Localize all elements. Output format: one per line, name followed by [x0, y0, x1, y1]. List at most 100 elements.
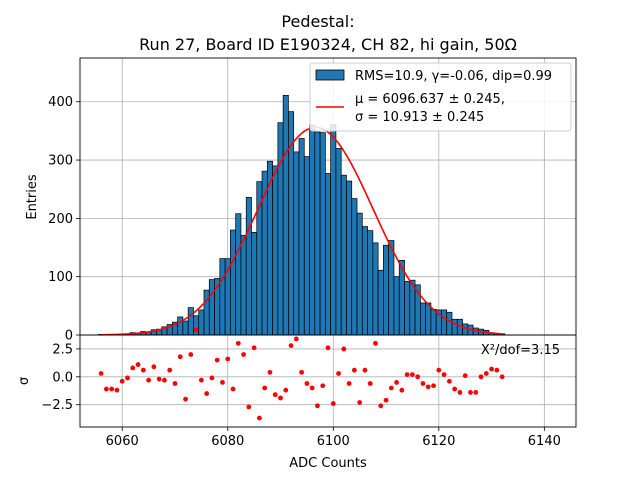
- histogram-bar: [372, 242, 379, 336]
- x-tick-label: 6140: [528, 434, 561, 449]
- residual-point: [304, 381, 310, 386]
- histogram-bar: [251, 232, 258, 336]
- main-y-tick-label: 200: [48, 212, 73, 227]
- residual-point: [394, 379, 399, 385]
- main-y-tick-label: 0: [65, 329, 73, 344]
- residual-point: [452, 386, 458, 392]
- histogram-bar: [208, 279, 215, 336]
- legend-fit-label-line2: σ = 10.913 ± 0.245: [355, 110, 484, 125]
- residual-point: [172, 381, 178, 386]
- histogram-bar: [319, 132, 326, 336]
- residual-point: [114, 387, 120, 393]
- residual-point: [468, 390, 473, 395]
- residual-point: [235, 340, 241, 346]
- residual-y-axis-label: σ: [17, 377, 32, 385]
- main-y-tick-label: 100: [48, 270, 73, 285]
- histogram-bar: [351, 198, 358, 336]
- histogram-bar: [282, 94, 289, 336]
- x-axis-label: ADC Counts: [289, 456, 367, 471]
- residual-point: [288, 343, 294, 348]
- residual-point: [309, 385, 315, 391]
- residual-point: [378, 403, 384, 409]
- histogram-bar: [298, 138, 305, 336]
- residual-point: [103, 386, 109, 392]
- residual-point: [315, 403, 320, 409]
- histogram-bar: [187, 307, 194, 336]
- histogram-bar: [177, 316, 184, 336]
- histogram-bar: [277, 122, 284, 336]
- chart-title: Pedestal:: [281, 12, 354, 31]
- residual-point: [246, 404, 252, 410]
- residual-point: [162, 377, 167, 383]
- main-y-axis-label: Entries: [25, 174, 40, 220]
- residual-point: [125, 375, 130, 381]
- residual-point: [320, 383, 326, 389]
- residual-point: [431, 383, 436, 389]
- gaussian-fit-curve: [101, 126, 503, 336]
- residual-point: [262, 385, 268, 391]
- histogram-bar: [293, 151, 300, 336]
- residual-point: [119, 378, 125, 384]
- residual-point: [425, 384, 431, 390]
- residual-point: [357, 400, 363, 405]
- residual-point: [220, 379, 225, 385]
- histogram-bar: [314, 131, 321, 336]
- residual-point: [98, 371, 104, 376]
- residual-point: [483, 371, 489, 376]
- histogram-bar: [340, 174, 347, 336]
- histogram-bar: [240, 234, 247, 336]
- residual-point: [257, 415, 262, 421]
- residual-point: [267, 369, 273, 375]
- residual-point: [293, 336, 299, 342]
- histogram-bar: [335, 148, 342, 336]
- residual-point: [494, 367, 500, 373]
- residual-point: [283, 387, 289, 393]
- histogram-bar: [441, 309, 448, 336]
- residual-point: [156, 376, 162, 382]
- residual-point: [140, 367, 146, 373]
- histogram-bar: [330, 124, 337, 336]
- residual-point: [341, 346, 347, 352]
- histogram-bar: [393, 276, 400, 336]
- histogram-bar: [451, 318, 458, 336]
- histogram-bar: [182, 320, 189, 336]
- histogram-bar: [230, 229, 237, 336]
- histogram-bar: [219, 258, 226, 336]
- residual-point: [278, 395, 283, 401]
- residual-point: [251, 345, 257, 351]
- residual-point: [151, 364, 157, 370]
- residual-point: [489, 366, 494, 372]
- histogram-bar: [388, 240, 395, 336]
- x-tick-label: 6120: [422, 434, 455, 449]
- residual-point: [404, 372, 410, 377]
- main-y-axis: 0 100 200 300 400: [48, 95, 80, 344]
- residual-point: [135, 362, 141, 367]
- x-tick-label: 6060: [106, 434, 139, 449]
- residual-point: [177, 354, 183, 360]
- residual-point: [272, 392, 278, 398]
- residual-point: [473, 390, 479, 395]
- legend-histogram-swatch: [315, 69, 345, 81]
- residual-point: [346, 381, 352, 386]
- histogram-bar: [356, 212, 363, 336]
- residual-y-tick-label: 2.5: [52, 342, 73, 357]
- residual-point: [499, 374, 505, 380]
- residual-point: [230, 386, 236, 392]
- residual-point: [478, 374, 484, 380]
- residual-point: [420, 381, 426, 386]
- residual-point: [373, 340, 378, 346]
- residual-point: [183, 396, 188, 402]
- legend: RMS=10.9, γ=-0.06, dip=0.99 μ = 6096.637…: [309, 62, 572, 132]
- residual-point: [299, 369, 305, 375]
- residual-point: [362, 367, 368, 373]
- residual-x-axis: 6060 6080 6100 6120 6140: [106, 427, 561, 449]
- histogram-bar: [309, 124, 316, 336]
- histogram-bar: [404, 280, 411, 336]
- x-tick-label: 6080: [211, 434, 244, 449]
- residual-point: [399, 387, 405, 393]
- residual-y-tick-label: −2.5: [41, 398, 73, 413]
- chi2-annotation: X²/dof=3.15: [481, 343, 560, 358]
- residual-point: [462, 373, 468, 379]
- residual-point: [410, 372, 415, 377]
